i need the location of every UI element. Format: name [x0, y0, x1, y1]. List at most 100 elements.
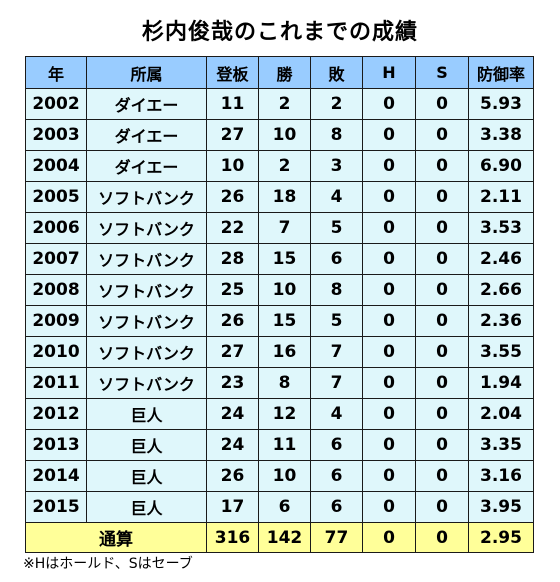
era-cell: 6.90: [468, 150, 534, 182]
table-row: 2010 ソフトバンク 27 16 7 0 0 3.55: [25, 336, 534, 368]
wins-cell: 10: [258, 119, 311, 151]
table-row: 2002 ダイエー 11 2 2 0 0 5.93: [25, 88, 534, 120]
column-header-team: 所属: [86, 56, 207, 89]
era-cell: 5.93: [468, 88, 534, 120]
year-cell: 2013: [25, 429, 87, 461]
year-cell: 2012: [25, 398, 87, 430]
era-cell: 2.66: [468, 274, 534, 306]
saves-cell: 0: [415, 367, 469, 399]
holds-cell: 0: [362, 491, 416, 523]
losses-cell: 7: [310, 336, 363, 368]
saves-cell: 0: [415, 274, 469, 306]
table-row: 2014 巨人 26 10 6 0 0 3.16: [25, 460, 534, 492]
holds-cell: 0: [362, 305, 416, 337]
column-header-wins: 勝: [258, 56, 311, 89]
wins-cell: 2: [258, 150, 311, 182]
games-cell: 17: [206, 491, 259, 523]
games-cell: 28: [206, 243, 259, 275]
losses-cell: 2: [310, 88, 363, 120]
era-cell: 3.95: [468, 491, 534, 523]
era-cell: 3.16: [468, 460, 534, 492]
year-cell: 2007: [25, 243, 87, 275]
table-row: 2015 巨人 17 6 6 0 0 3.95: [25, 491, 534, 523]
total-row: 通算 316 142 77 0 0 2.95: [25, 522, 534, 553]
team-cell: ソフトバンク: [86, 243, 207, 275]
team-cell: ソフトバンク: [86, 274, 207, 306]
games-cell: 26: [206, 305, 259, 337]
year-cell: 2005: [25, 181, 87, 213]
table-row: 2013 巨人 24 11 6 0 0 3.35: [25, 429, 534, 461]
holds-cell: 0: [362, 336, 416, 368]
column-header-year: 年: [25, 56, 87, 89]
losses-cell: 6: [310, 429, 363, 461]
losses-cell: 4: [310, 398, 363, 430]
column-header-saves: S: [415, 56, 469, 89]
losses-cell: 6: [310, 460, 363, 492]
wins-cell: 16: [258, 336, 311, 368]
games-cell: 27: [206, 336, 259, 368]
total-holds: 0: [362, 522, 416, 553]
games-cell: 10: [206, 150, 259, 182]
era-cell: 2.11: [468, 181, 534, 213]
table-row: 2008 ソフトバンク 25 10 8 0 0 2.66: [25, 274, 534, 306]
holds-cell: 0: [362, 429, 416, 461]
team-cell: 巨人: [86, 460, 207, 492]
saves-cell: 0: [415, 491, 469, 523]
year-cell: 2009: [25, 305, 87, 337]
year-cell: 2010: [25, 336, 87, 368]
saves-cell: 0: [415, 119, 469, 151]
wins-cell: 10: [258, 460, 311, 492]
era-cell: 1.94: [468, 367, 534, 399]
saves-cell: 0: [415, 398, 469, 430]
losses-cell: 4: [310, 181, 363, 213]
losses-cell: 5: [310, 212, 363, 244]
year-cell: 2006: [25, 212, 87, 244]
page-title: 杉内俊哉のこれまでの成績: [141, 20, 418, 45]
saves-cell: 0: [415, 305, 469, 337]
table-row: 2009 ソフトバンク 26 15 5 0 0 2.36: [25, 305, 534, 337]
holds-cell: 0: [362, 150, 416, 182]
table-row: 2005 ソフトバンク 26 18 4 0 0 2.11: [25, 181, 534, 213]
era-cell: 3.53: [468, 212, 534, 244]
column-header-losses: 敗: [310, 56, 363, 89]
column-header-games: 登板: [206, 56, 259, 89]
holds-cell: 0: [362, 460, 416, 492]
saves-cell: 0: [415, 460, 469, 492]
year-cell: 2008: [25, 274, 87, 306]
saves-cell: 0: [415, 150, 469, 182]
table-row: 2006 ソフトバンク 22 7 5 0 0 3.53: [25, 212, 534, 244]
holds-cell: 0: [362, 274, 416, 306]
year-cell: 2003: [25, 119, 87, 151]
losses-cell: 6: [310, 491, 363, 523]
team-cell: ソフトバンク: [86, 181, 207, 213]
wins-cell: 15: [258, 305, 311, 337]
saves-cell: 0: [415, 429, 469, 461]
wins-cell: 6: [258, 491, 311, 523]
saves-cell: 0: [415, 336, 469, 368]
team-cell: ソフトバンク: [86, 367, 207, 399]
table-row: 2011 ソフトバンク 23 8 7 0 0 1.94: [25, 367, 534, 399]
games-cell: 24: [206, 429, 259, 461]
wins-cell: 12: [258, 398, 311, 430]
era-cell: 2.36: [468, 305, 534, 337]
table-row: 2012 巨人 24 12 4 0 0 2.04: [25, 398, 534, 430]
total-era: 2.95: [468, 522, 534, 553]
losses-cell: 8: [310, 274, 363, 306]
games-cell: 23: [206, 367, 259, 399]
holds-cell: 0: [362, 119, 416, 151]
losses-cell: 5: [310, 305, 363, 337]
wins-cell: 8: [258, 367, 311, 399]
games-cell: 25: [206, 274, 259, 306]
holds-cell: 0: [362, 212, 416, 244]
wins-cell: 7: [258, 212, 311, 244]
table-row: 2007 ソフトバンク 28 15 6 0 0 2.46: [25, 243, 534, 275]
column-header-era: 防御率: [468, 56, 534, 89]
saves-cell: 0: [415, 88, 469, 120]
header-row: 年 所属 登板 勝 敗 H S 防御率: [25, 56, 534, 89]
year-cell: 2011: [25, 367, 87, 399]
saves-cell: 0: [415, 212, 469, 244]
total-games: 316: [206, 522, 259, 553]
team-cell: ダイエー: [86, 88, 207, 120]
era-cell: 3.38: [468, 119, 534, 151]
total-saves: 0: [415, 522, 469, 553]
